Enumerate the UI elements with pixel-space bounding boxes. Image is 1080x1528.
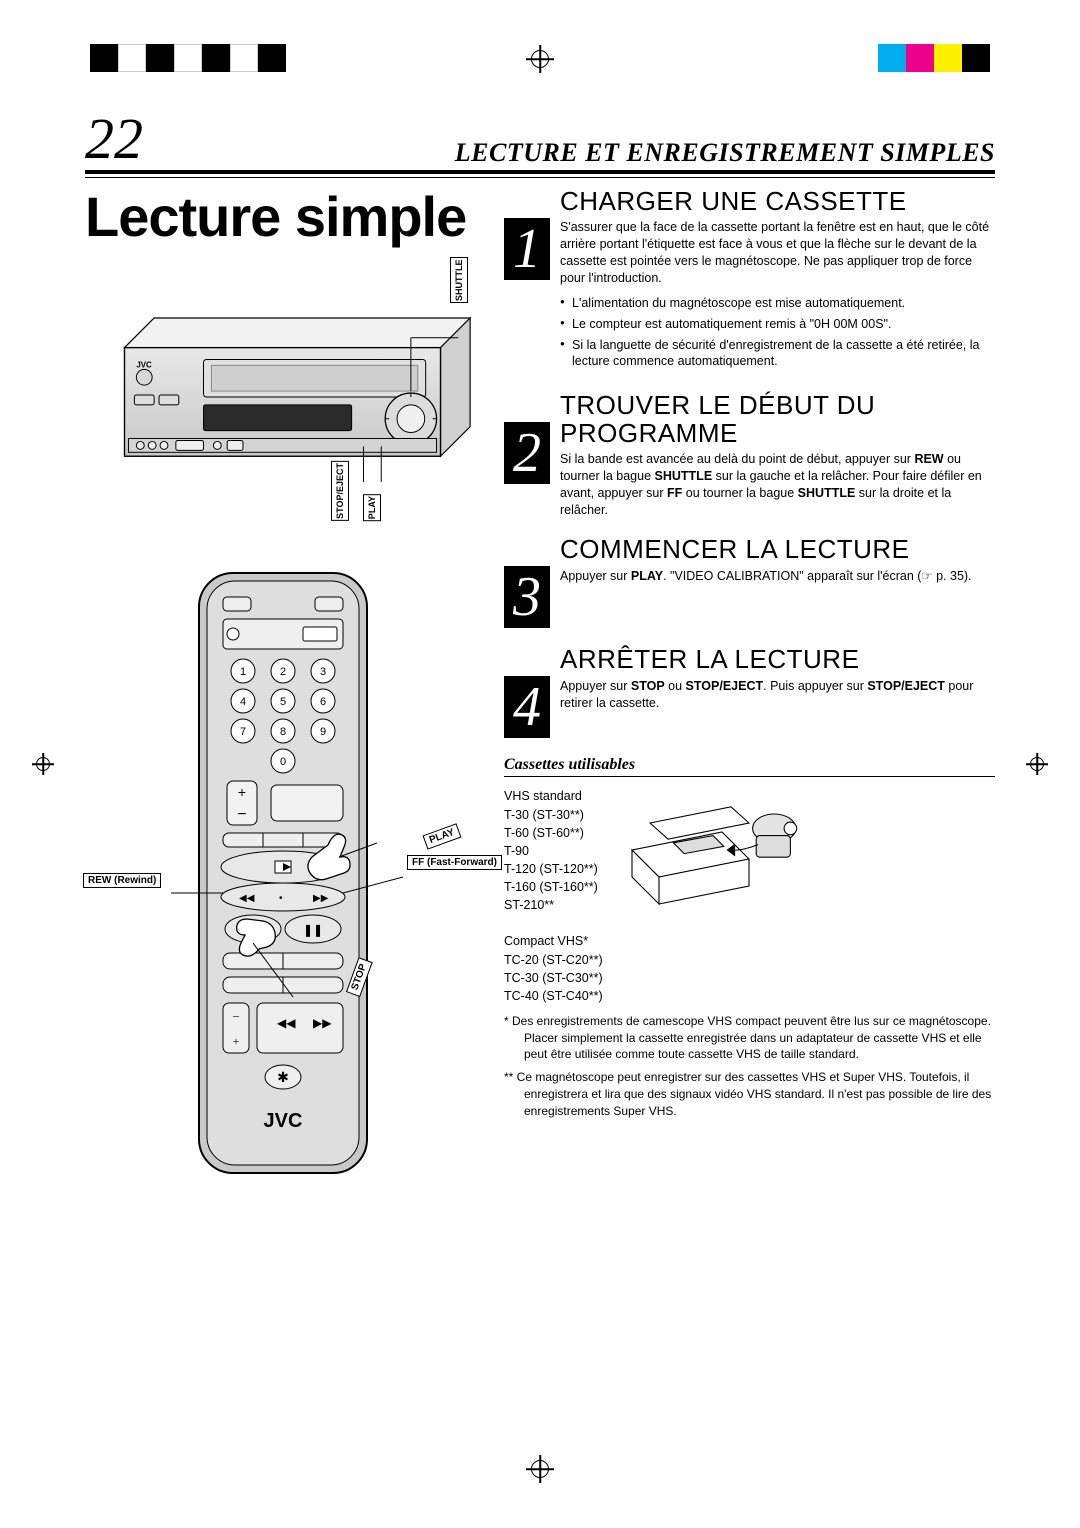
- bullet: Si la languette de sécurité d'enregistre…: [560, 337, 995, 371]
- step-number: 3: [504, 566, 550, 628]
- svg-text:▶▶: ▶▶: [313, 1016, 332, 1030]
- header-rule: [85, 177, 995, 178]
- svg-text:+: +: [232, 1034, 239, 1048]
- step-text: Si la bande est avancée au delà du point…: [560, 451, 995, 519]
- print-color-bars-right: [878, 44, 990, 72]
- vhs-title: VHS standard: [504, 787, 603, 805]
- cassette-notes: * Des enregistrements de camescope VHS c…: [504, 1013, 995, 1120]
- svg-text:◀◀: ◀◀: [239, 893, 255, 904]
- step-title: CHARGER UNE CASSETTE: [560, 188, 995, 215]
- cvhs-item: TC-40 (ST-C40**): [504, 987, 603, 1005]
- label-shuttle: SHUTTLE: [450, 257, 468, 303]
- label-stop-eject: STOP/EJECT: [331, 461, 349, 521]
- cvhs-item: TC-20 (ST-C20**): [504, 951, 603, 969]
- crop-mark-bottom: [531, 1460, 549, 1478]
- step-title: ARRÊTER LA LECTURE: [560, 646, 995, 673]
- cvhs-title: Compact VHS*: [504, 932, 603, 950]
- svg-text:8: 8: [279, 726, 285, 738]
- step-4: 4 ARRÊTER LA LECTURE Appuyer sur STOP ou…: [504, 646, 995, 738]
- cassettes-block: VHS standard T-30 (ST-30**) T-60 (ST-60*…: [504, 787, 995, 1005]
- remote-illustration: 1 2 3 4 5 6 7 8 9 0 + −: [85, 567, 480, 1187]
- page-content: 22 LECTURE ET ENREGISTREMENT SIMPLES Lec…: [85, 110, 995, 1418]
- step-number: 1: [504, 218, 550, 280]
- step-text: Appuyer sur PLAY. "VIDEO CALIBRATION" ap…: [560, 568, 995, 585]
- vhs-item: T-90: [504, 842, 603, 860]
- page-number: 22: [85, 110, 143, 168]
- label-rew: REW (Rewind): [83, 873, 161, 888]
- vhs-item: T-60 (ST-60**): [504, 824, 603, 842]
- bullet: L'alimentation du magnétoscope est mise …: [560, 295, 995, 312]
- svg-text:7: 7: [239, 726, 245, 738]
- svg-text:✱: ✱: [277, 1071, 289, 1086]
- remote-svg: 1 2 3 4 5 6 7 8 9 0 + −: [153, 567, 413, 1187]
- label-ff: FF (Fast-Forward): [407, 855, 502, 870]
- svg-text:1: 1: [239, 666, 245, 678]
- svg-text:+: +: [237, 784, 245, 800]
- svg-text:−: −: [237, 806, 246, 823]
- vcr-illustration: JVC SHUTTLE: [85, 307, 480, 487]
- vhs-item: T-120 (ST-120**): [504, 860, 603, 878]
- step-title: TROUVER LE DÉBUT DU PROGRAMME: [560, 392, 995, 447]
- cvhs-item: TC-30 (ST-C30**): [504, 969, 603, 987]
- label-play-remote: PLAY: [423, 823, 462, 849]
- svg-text:3: 3: [319, 666, 325, 678]
- remote-brand: JVC: [263, 1110, 302, 1132]
- vhs-item: ST-210**: [504, 896, 603, 914]
- svg-text:JVC: JVC: [136, 360, 152, 369]
- svg-text:▶▶: ▶▶: [313, 893, 329, 904]
- svg-text:–: –: [232, 1008, 240, 1022]
- step-1: 1 CHARGER UNE CASSETTE S'assurer que la …: [504, 188, 995, 374]
- vhs-item: T-160 (ST-160**): [504, 878, 603, 896]
- note-1: * Des enregistrements de camescope VHS c…: [504, 1013, 995, 1063]
- step-bullets: L'alimentation du magnétoscope est mise …: [560, 295, 995, 371]
- label-play-vcr: PLAY: [363, 494, 381, 521]
- cassettes-heading: Cassettes utilisables: [504, 756, 995, 777]
- step-number: 2: [504, 422, 550, 484]
- svg-text:9: 9: [319, 726, 325, 738]
- step-title: COMMENCER LA LECTURE: [560, 536, 995, 563]
- svg-text:•: •: [279, 893, 283, 904]
- step-number: 4: [504, 676, 550, 738]
- crop-mark-left: [36, 757, 50, 771]
- svg-text:5: 5: [279, 696, 285, 708]
- page-title: Lecture simple: [85, 188, 480, 247]
- step-2: 2 TROUVER LE DÉBUT DU PROGRAMME Si la ba…: [504, 392, 995, 518]
- svg-text:2: 2: [279, 666, 285, 678]
- cassette-adapter-illustration: [623, 787, 803, 917]
- crop-mark-right: [1030, 757, 1044, 771]
- step-3: 3 COMMENCER LA LECTURE Appuyer sur PLAY.…: [504, 536, 995, 628]
- bullet: Le compteur est automatiquement remis à …: [560, 316, 995, 333]
- svg-text:❚❚: ❚❚: [302, 923, 322, 937]
- page-header: 22 LECTURE ET ENREGISTREMENT SIMPLES: [85, 110, 995, 174]
- section-title: LECTURE ET ENREGISTREMENT SIMPLES: [159, 138, 995, 168]
- step-text: S'assurer que la face de la cassette por…: [560, 219, 995, 287]
- left-column: Lecture simple: [85, 188, 480, 1187]
- svg-text:◀◀: ◀◀: [277, 1016, 296, 1030]
- vcr-svg: JVC: [85, 307, 480, 487]
- svg-text:6: 6: [319, 696, 325, 708]
- svg-text:4: 4: [239, 696, 245, 708]
- svg-text:0: 0: [279, 756, 285, 768]
- vhs-item: T-30 (ST-30**): [504, 806, 603, 824]
- note-2: ** Ce magnétoscope peut enregistrer sur …: [504, 1069, 995, 1119]
- cassette-lists: VHS standard T-30 (ST-30**) T-60 (ST-60*…: [504, 787, 603, 1005]
- right-column: 1 CHARGER UNE CASSETTE S'assurer que la …: [504, 188, 995, 1187]
- step-text: Appuyer sur STOP ou STOP/EJECT. Puis app…: [560, 678, 995, 712]
